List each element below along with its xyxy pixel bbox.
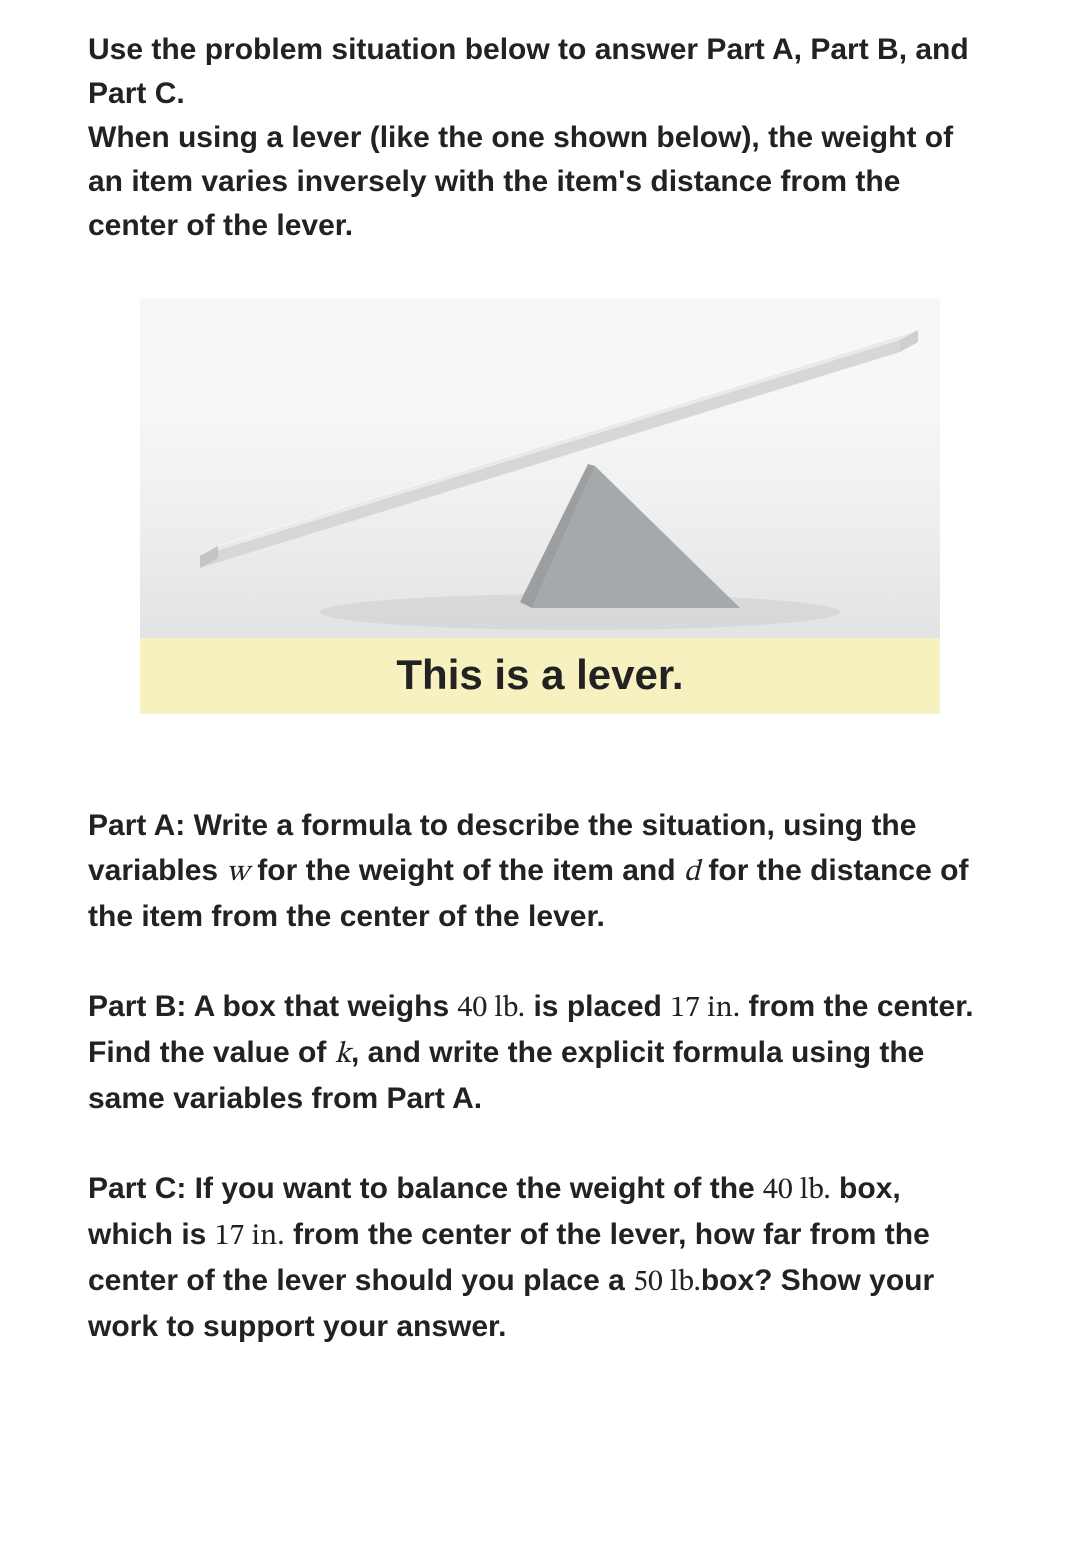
lever-image (140, 298, 940, 638)
part-b-dist-value: 17 (670, 994, 700, 1024)
part-c-d1-value: 17 (215, 1222, 245, 1252)
part-c-w1-unit: lb. (793, 1176, 831, 1206)
part-c: Part C: If you want to balance the weigh… (88, 1167, 992, 1349)
part-c-text-1: Part C: If you want to balance the weigh… (88, 1172, 763, 1205)
part-a: Part A: Write a formula to describe the … (88, 804, 992, 938)
lever-illustration (140, 298, 940, 638)
part-c-w1-value: 40 (763, 1176, 793, 1206)
var-k: k (335, 1040, 351, 1070)
problem-page: Use the problem situation below to answe… (0, 0, 1080, 1547)
var-w: w (226, 858, 248, 888)
part-c-d1-unit: in. (244, 1222, 284, 1252)
part-b-text-2: is placed (525, 990, 670, 1023)
part-b-weight-value: 40 (457, 994, 487, 1024)
intro-paragraph: Use the problem situation below to answe… (88, 28, 992, 248)
part-b-weight-unit: lb. (487, 994, 525, 1024)
intro-line-2: When using a lever (like the one shown b… (88, 121, 953, 242)
var-d: d (684, 858, 700, 888)
beam-top-face (200, 330, 918, 556)
part-b-dist-unit: in. (700, 994, 740, 1024)
beam-front-face (200, 340, 900, 568)
lever-figure: This is a lever. (140, 298, 940, 714)
part-a-text-2: for the weight of the item and (249, 854, 684, 887)
figure-caption: This is a lever. (140, 638, 940, 714)
part-c-w2-unit: lb. (663, 1268, 701, 1298)
part-b-text-1: Part B: A box that weighs (88, 990, 457, 1023)
part-b: Part B: A box that weighs 40 lb. is plac… (88, 985, 992, 1121)
intro-line-1: Use the problem situation below to answe… (88, 33, 969, 110)
part-c-w2-value: 50 (633, 1268, 663, 1298)
